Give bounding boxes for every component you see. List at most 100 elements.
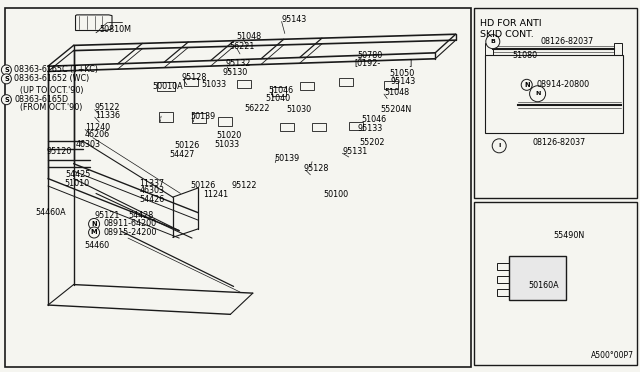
Bar xyxy=(485,55,623,133)
Text: 50100: 50100 xyxy=(323,190,348,199)
Circle shape xyxy=(1,74,12,84)
Bar xyxy=(339,78,353,86)
Circle shape xyxy=(486,35,500,49)
Text: 51046: 51046 xyxy=(362,115,387,124)
Text: 95128: 95128 xyxy=(181,73,207,82)
Text: 54428: 54428 xyxy=(128,211,153,219)
Bar xyxy=(614,43,622,55)
Text: 55204N: 55204N xyxy=(381,105,412,114)
Text: 95131: 95131 xyxy=(342,147,367,156)
Text: (UP TO OCT.'90): (UP TO OCT.'90) xyxy=(20,86,84,94)
Text: 08915-24200: 08915-24200 xyxy=(104,228,157,237)
Text: 50780: 50780 xyxy=(357,51,382,60)
Text: 11337: 11337 xyxy=(140,179,164,187)
Text: N: N xyxy=(524,82,529,88)
Text: 50010A: 50010A xyxy=(152,82,183,91)
Bar xyxy=(184,78,198,86)
Text: 46303: 46303 xyxy=(140,186,164,195)
Text: 95121: 95121 xyxy=(95,211,120,219)
Bar xyxy=(237,80,251,88)
Text: 54460A: 54460A xyxy=(35,208,66,217)
Text: (FROM OCT.'90): (FROM OCT.'90) xyxy=(20,103,83,112)
Text: 51046: 51046 xyxy=(269,86,294,94)
Text: 95132: 95132 xyxy=(225,60,251,68)
Text: 54426: 54426 xyxy=(140,195,164,203)
Bar xyxy=(497,289,509,296)
Bar xyxy=(280,123,294,131)
Bar xyxy=(218,117,232,126)
Bar xyxy=(497,263,509,270)
Text: 08363-6165D: 08363-6165D xyxy=(14,95,68,104)
Text: 51040: 51040 xyxy=(266,94,291,103)
Circle shape xyxy=(521,79,532,90)
Text: M: M xyxy=(91,230,97,235)
Text: 11240: 11240 xyxy=(85,123,110,132)
Text: 51030: 51030 xyxy=(287,105,312,114)
Text: 08363-6165C (T+KC): 08363-6165C (T+KC) xyxy=(14,65,98,74)
Text: 95128: 95128 xyxy=(304,164,330,173)
Text: S: S xyxy=(4,76,9,82)
Text: 95120: 95120 xyxy=(46,147,72,156)
Text: 50810M: 50810M xyxy=(99,25,131,34)
Text: 51010: 51010 xyxy=(64,179,89,187)
Text: 54460: 54460 xyxy=(84,241,109,250)
Text: 08126-82037: 08126-82037 xyxy=(532,138,586,147)
Circle shape xyxy=(88,227,100,238)
Bar xyxy=(5,8,471,367)
Text: 51033: 51033 xyxy=(214,140,239,149)
Circle shape xyxy=(530,86,545,102)
Text: 54425: 54425 xyxy=(65,170,91,179)
Bar xyxy=(159,112,173,122)
Text: 08914-20800: 08914-20800 xyxy=(536,80,589,89)
Text: 56221: 56221 xyxy=(229,42,255,51)
Text: S: S xyxy=(4,67,9,73)
Circle shape xyxy=(1,95,12,105)
Text: A500°00P7: A500°00P7 xyxy=(591,351,634,360)
Text: 50126: 50126 xyxy=(191,181,216,190)
Text: 54427: 54427 xyxy=(170,150,195,159)
Text: 11336: 11336 xyxy=(95,111,120,120)
Text: 08126-82037: 08126-82037 xyxy=(541,37,594,46)
Text: 50160A: 50160A xyxy=(528,281,559,290)
Text: 08363-61652 (WC): 08363-61652 (WC) xyxy=(14,74,90,83)
Text: N: N xyxy=(535,91,540,96)
Text: 11241: 11241 xyxy=(204,190,228,199)
Bar xyxy=(312,123,326,131)
Bar xyxy=(474,202,637,365)
Text: HD FOR ANTI
SKID CONT.: HD FOR ANTI SKID CONT. xyxy=(480,19,541,39)
Text: 51050: 51050 xyxy=(389,69,414,78)
Text: 50139: 50139 xyxy=(274,154,299,163)
Text: ]: ] xyxy=(408,58,412,67)
Bar xyxy=(157,82,175,91)
Text: [0192-: [0192- xyxy=(354,58,380,67)
Bar xyxy=(509,256,566,300)
Circle shape xyxy=(1,65,12,75)
Text: 08911-64200: 08911-64200 xyxy=(104,219,157,228)
Text: 50126: 50126 xyxy=(174,141,199,150)
Text: 95122: 95122 xyxy=(95,103,120,112)
Bar xyxy=(192,113,206,123)
Bar xyxy=(272,87,286,96)
Text: 95143: 95143 xyxy=(390,77,415,86)
Text: 55490N: 55490N xyxy=(554,231,585,240)
Text: I: I xyxy=(498,143,500,148)
Circle shape xyxy=(88,218,100,230)
Bar xyxy=(300,82,314,90)
Bar xyxy=(485,43,493,55)
Text: B: B xyxy=(490,39,495,44)
Text: 50139: 50139 xyxy=(191,112,216,121)
Text: 95122: 95122 xyxy=(232,181,257,190)
Circle shape xyxy=(492,139,506,153)
Bar xyxy=(384,81,398,89)
Bar xyxy=(497,276,509,283)
Text: 51048: 51048 xyxy=(237,32,262,41)
Text: 95143: 95143 xyxy=(282,15,307,24)
Text: S: S xyxy=(4,97,9,103)
Text: 46303: 46303 xyxy=(76,140,100,149)
Text: 51080: 51080 xyxy=(512,51,537,60)
Text: 46206: 46206 xyxy=(85,130,110,139)
Text: 95133: 95133 xyxy=(357,124,382,133)
Bar xyxy=(349,122,363,130)
Text: 55202: 55202 xyxy=(360,138,385,147)
Text: N: N xyxy=(92,221,97,227)
